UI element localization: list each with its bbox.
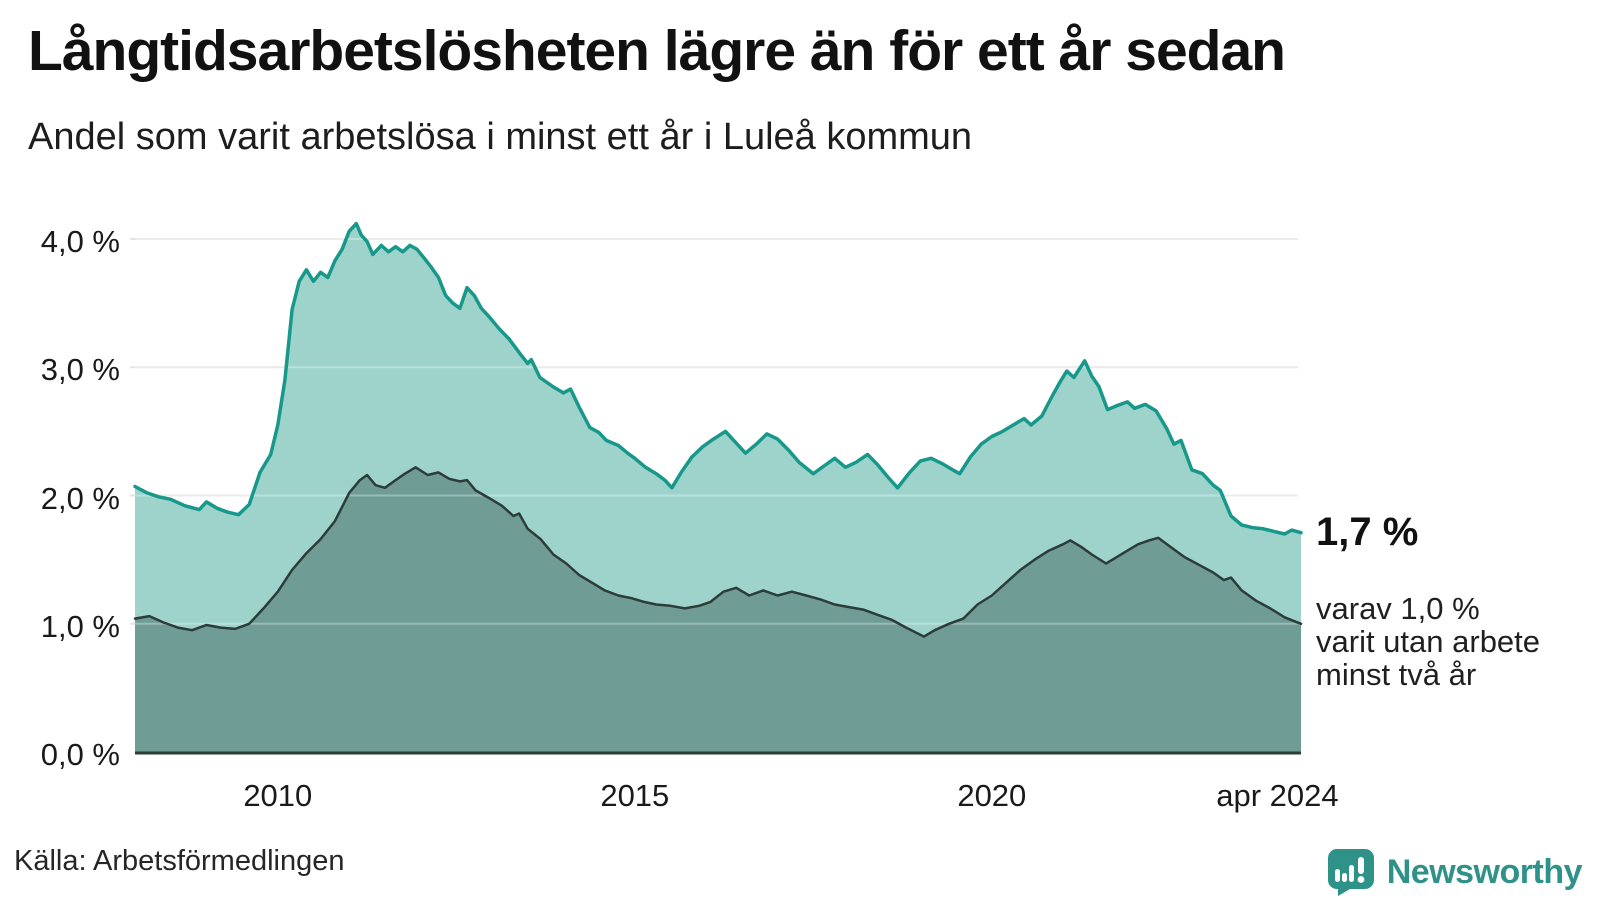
x-axis-label-apr-2024: apr 2024 — [1216, 778, 1339, 813]
source-attribution: Källa: Arbetsförmedlingen — [14, 845, 345, 877]
sublabel-line-2: varit utan arbete — [1316, 624, 1541, 659]
page-subtitle: Andel som varit arbetslösa i minst ett å… — [28, 116, 973, 158]
sublabel-line-3: minst två år — [1316, 657, 1477, 692]
line-unemployed-one-year — [133, 221, 1303, 536]
newsworthy-brand: Newsworthy — [1327, 848, 1583, 896]
sublabel-line-1: varav 1,0 % — [1316, 591, 1480, 626]
end-value-label: 1,7 % — [1316, 510, 1419, 554]
y-axis-label-3,0: 3,0 % — [40, 352, 120, 388]
end-value-sublabel: varav 1,0 % varit utan arbete minst två … — [1316, 592, 1540, 691]
y-axis-label-1,0: 1,0 % — [40, 608, 120, 644]
line-unemployed-two-years — [133, 466, 1303, 638]
y-axis-label-2,0: 2,0 % — [40, 480, 120, 516]
y-axis-label-4,0: 4,0 % — [40, 224, 120, 259]
gridlines-overlay — [135, 238, 1301, 625]
x-axis-label-2010: 2010 — [243, 778, 313, 813]
newsworthy-logo-icon — [1327, 849, 1374, 896]
newsworthy-wordmark: Newsworthy — [1386, 852, 1583, 891]
page-title: Långtidsarbetslösheten lägre än för ett … — [28, 19, 1286, 83]
area-unemployed-two-years — [135, 467, 1301, 752]
x-axis-label-2015: 2015 — [600, 778, 670, 813]
y-axis-label-0,0: 0,0 % — [40, 737, 120, 772]
x-axis-label-2020: 2020 — [957, 778, 1027, 813]
